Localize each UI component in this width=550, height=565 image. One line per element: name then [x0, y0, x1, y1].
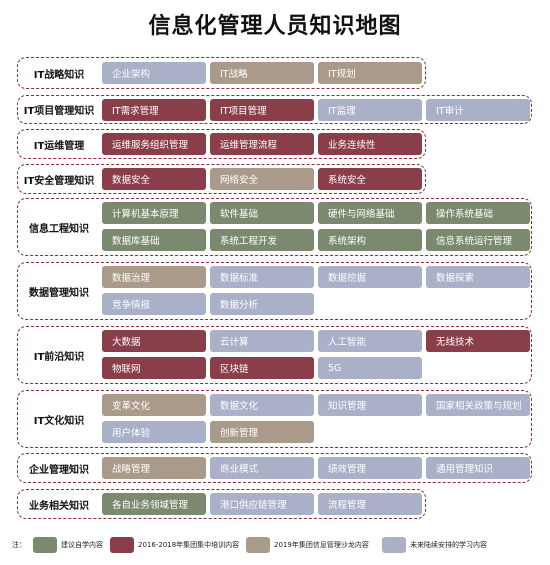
- knowledge-cell: 信息系统运行管理: [426, 229, 530, 251]
- knowledge-cell: IT规划: [318, 62, 422, 84]
- knowledge-cell: IT需求管理: [102, 99, 206, 121]
- knowledge-cell: 商业模式: [210, 457, 314, 479]
- knowledge-row: 信息工程知识 计算机基本原理 软件基础 硬件与网络基础 操作系统基础数据库基础 系统工程开…: [17, 198, 532, 256]
- knowledge-cell: IT战略: [210, 62, 314, 84]
- knowledge-row: IT战略知识 企业架构 IT战略 IT规划: [17, 57, 426, 89]
- knowledge-cell: 用户体验: [102, 421, 206, 443]
- knowledge-cell: 战略管理: [102, 457, 206, 479]
- row-label: 信息工程知识: [29, 223, 89, 235]
- row-label: 数据管理知识: [29, 287, 89, 299]
- knowledge-cell: 计算机基本原理: [102, 202, 206, 224]
- legend-swatch: [33, 537, 57, 553]
- legend-swatch: [110, 537, 134, 553]
- knowledge-cell: 数据库基础: [102, 229, 206, 251]
- knowledge-cell: 运维管理流程: [210, 133, 314, 155]
- knowledge-cell: 数据探索: [426, 266, 530, 288]
- knowledge-row: IT文化知识 变革文化 数据文化 知识管理 国家相关政策与规划用户体验 创新管理: [17, 390, 532, 448]
- knowledge-cell: 操作系统基础: [426, 202, 530, 224]
- legend-note: 注：: [12, 541, 26, 549]
- knowledge-cell: 数据标准: [210, 266, 314, 288]
- knowledge-cell: 系统安全: [318, 168, 422, 190]
- knowledge-cell: 云计算: [210, 330, 314, 352]
- knowledge-row: IT前沿知识 大数据 云计算 人工智能 无线技术物联网 区块链 5G: [17, 326, 532, 384]
- knowledge-cell: 数据文化: [210, 394, 314, 416]
- knowledge-cell: 创新管理: [210, 421, 314, 443]
- row-label: IT项目管理知识: [23, 106, 95, 117]
- knowledge-cell: 知识管理: [318, 394, 422, 416]
- knowledge-cell: 人工智能: [318, 330, 422, 352]
- knowledge-cell: 港口供应链管理: [210, 493, 314, 515]
- knowledge-row: 企业管理知识 战略管理 商业模式 绩效管理 通用管理知识: [17, 453, 532, 483]
- knowledge-cell: 绩效管理: [318, 457, 422, 479]
- knowledge-cell: 区块链: [210, 357, 314, 379]
- knowledge-row: 业务相关知识 各自业务领域管理 港口供应链管理 流程管理: [17, 489, 426, 519]
- knowledge-cell: 流程管理: [318, 493, 422, 515]
- legend: 注： 建议自学内容 2016-2018年集团集中培训内容 2019年集团信息管理沙龙…: [0, 536, 550, 554]
- knowledge-cell: 5G: [318, 357, 422, 379]
- knowledge-cell: 企业架构: [102, 62, 206, 84]
- knowledge-cell: 变革文化: [102, 394, 206, 416]
- page-title: 信息化管理人员知识地图: [148, 13, 402, 39]
- legend-swatch: [246, 537, 270, 553]
- knowledge-cell: IT项目管理: [210, 99, 314, 121]
- legend-label: 2016-2018年集团集中培训内容: [138, 541, 240, 549]
- knowledge-cell: 各自业务领域管理: [102, 493, 206, 515]
- row-label: IT前沿知识: [33, 351, 85, 363]
- row-label: 企业管理知识: [29, 464, 89, 476]
- knowledge-row: IT项目管理知识 IT需求管理 IT项目管理 IT监理 IT审计: [17, 95, 532, 124]
- knowledge-cell: 运维服务组织管理: [102, 133, 206, 155]
- knowledge-cell: 国家相关政策与规划: [426, 394, 530, 416]
- knowledge-cell: 数据分析: [210, 293, 314, 315]
- knowledge-row: IT运维管理 运维服务组织管理 运维管理流程 业务连续性: [17, 129, 426, 159]
- legend-swatch: [382, 537, 406, 553]
- knowledge-cell: IT审计: [426, 99, 530, 121]
- knowledge-cell: 无线技术: [426, 330, 530, 352]
- knowledge-cell: IT监理: [318, 99, 422, 121]
- knowledge-cell: 系统架构: [318, 229, 422, 251]
- legend-label: 未来陆续安排的学习内容: [410, 541, 487, 549]
- knowledge-cell: 竞争情报: [102, 293, 206, 315]
- knowledge-row: 数据管理知识 数据治理 数据标准 数据挖掘 数据探索竞争情报 数据分析: [17, 262, 532, 320]
- knowledge-cell: 物联网: [102, 357, 206, 379]
- knowledge-cell: 通用管理知识: [426, 457, 530, 479]
- knowledge-row: IT安全管理知识 数据安全 网络安全 系统安全: [17, 164, 426, 194]
- knowledge-cell: 业务连续性: [318, 133, 422, 155]
- knowledge-cell: 硬件与网络基础: [318, 202, 422, 224]
- row-label: 业务相关知识: [29, 500, 89, 512]
- row-label: IT安全管理知识: [23, 175, 95, 187]
- knowledge-cell: 数据治理: [102, 266, 206, 288]
- legend-label: 建议自学内容: [61, 541, 103, 549]
- row-label: IT文化知识: [33, 415, 85, 427]
- knowledge-cell: 数据安全: [102, 168, 206, 190]
- knowledge-cell: 软件基础: [210, 202, 314, 224]
- knowledge-cell: 网络安全: [210, 168, 314, 190]
- knowledge-cell: 大数据: [102, 330, 206, 352]
- row-label: IT战略知识: [33, 69, 85, 81]
- row-label: IT运维管理: [33, 140, 85, 152]
- knowledge-cell: 数据挖掘: [318, 266, 422, 288]
- knowledge-cell: 系统工程开发: [210, 229, 314, 251]
- legend-label: 2019年集团信息管理沙龙内容: [274, 541, 369, 549]
